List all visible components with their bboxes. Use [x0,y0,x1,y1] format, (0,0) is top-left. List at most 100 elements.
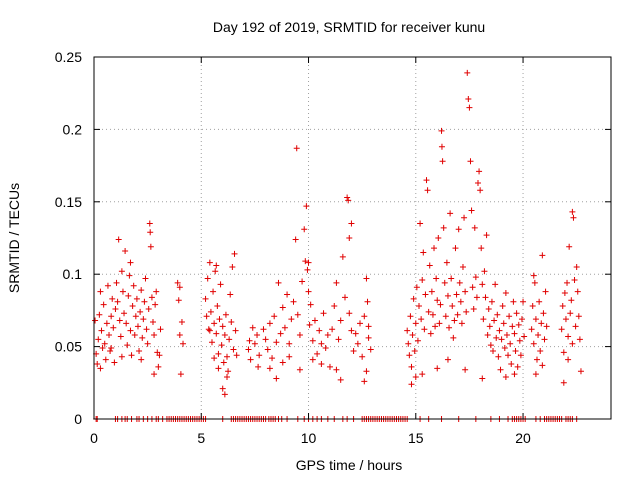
data-point [421,326,428,333]
data-point [502,374,509,381]
data-point [225,368,232,375]
data-point [303,203,310,210]
data-point [102,356,109,363]
data-point [559,303,566,310]
data-point [412,320,419,327]
data-point [511,330,518,337]
data-point [495,353,502,360]
data-point [231,250,238,257]
data-point [565,333,572,340]
data-point [134,323,141,330]
data-point [562,316,569,323]
data-point [501,345,508,352]
y-axis-label: SRMTID / TECUs [6,183,22,293]
data-point [290,298,297,305]
data-point [508,360,515,367]
data-point [478,245,485,252]
data-point [333,279,340,286]
data-point [452,245,459,252]
data-point [100,301,107,308]
data-point [420,249,427,256]
data-point [471,224,478,231]
y-tick-label: 0.25 [55,49,82,65]
y-tick-label: 0.2 [63,121,83,137]
data-point [348,327,355,334]
data-point [406,352,413,359]
data-point [307,301,314,308]
data-point [363,275,370,282]
data-point [410,295,417,302]
data-point [541,336,548,343]
data-point [494,311,501,318]
data-point [222,311,229,318]
data-point [518,316,525,323]
data-point [532,371,539,378]
data-point [413,284,420,291]
data-point [496,327,503,334]
data-point [530,272,537,279]
data-point [227,291,234,298]
data-point [521,333,528,340]
data-point [437,301,444,308]
data-point [487,342,494,349]
data-point [431,245,438,252]
data-point [146,220,153,227]
data-point [429,311,436,318]
data-point [111,359,118,366]
data-point [425,308,432,315]
data-point [364,298,371,305]
data-point [333,366,340,373]
data-point [361,313,368,320]
data-point [536,298,543,305]
data-point [539,362,546,369]
data-point [485,305,492,312]
chart-gridlines [94,57,611,419]
data-point [572,323,579,330]
data-point [444,292,451,299]
data-point [438,143,445,150]
data-point [538,320,545,327]
data-point [127,327,134,334]
data-point [520,298,527,305]
data-point [133,295,140,302]
data-point [537,347,544,354]
data-point [108,313,115,320]
data-point [95,336,102,343]
data-point [175,297,182,304]
data-point [528,326,535,333]
data-point [180,340,187,347]
data-point [560,349,567,356]
data-point [149,318,156,325]
data-point [109,295,116,302]
data-point [206,259,213,266]
data-point [304,266,311,273]
data-point [448,275,455,282]
data-point [542,288,549,295]
data-point [142,275,149,282]
data-point [271,313,278,320]
data-point [486,323,493,330]
data-point [138,356,145,363]
data-point [500,320,507,327]
data-point [137,308,144,315]
data-point [299,278,306,285]
data-point [296,366,303,373]
data-point [337,317,344,324]
data-point [107,347,114,354]
x-tick-label: 15 [408,430,424,446]
data-point [124,342,131,349]
chart-title: Day 192 of 2019, SRMTID for receiver kun… [213,19,485,35]
data-point [266,320,273,327]
data-point [262,336,269,343]
data-point [293,145,300,152]
data-point [318,340,325,347]
data-point [130,282,137,289]
data-point [205,326,212,333]
data-point [228,318,235,325]
data-point [216,316,223,323]
data-point [311,317,318,324]
data-point [127,259,134,266]
data-point [337,376,344,383]
x-tick-label: 0 [90,430,98,446]
